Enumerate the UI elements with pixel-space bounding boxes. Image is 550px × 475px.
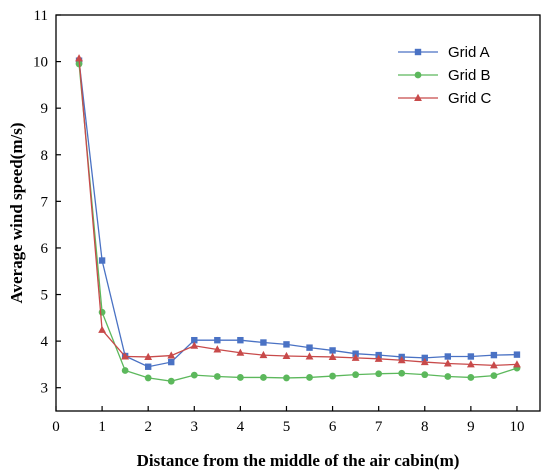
series-layer [75, 54, 521, 385]
data-point [98, 308, 106, 316]
data-point [190, 341, 199, 349]
data-point [490, 361, 498, 369]
x-tick-label: 3 [191, 419, 199, 435]
data-point [121, 352, 130, 360]
legend-marker [414, 48, 422, 56]
data-point [329, 347, 336, 354]
legend: Grid A Grid B Grid C [398, 44, 492, 107]
x-tick-label: 7 [375, 419, 383, 435]
data-point [168, 358, 175, 366]
data-point [144, 363, 152, 370]
data-point [98, 257, 106, 264]
data-point [306, 344, 313, 351]
data-point [398, 369, 406, 377]
data-point [213, 345, 222, 353]
data-point [490, 372, 498, 379]
data-point [144, 352, 153, 360]
data-point [351, 353, 360, 361]
x-tick-label: 4 [237, 419, 245, 435]
y-tick-label: 10 [33, 55, 48, 71]
data-point [236, 348, 245, 356]
data-point [444, 353, 452, 360]
data-point [375, 370, 383, 378]
data-point [260, 339, 267, 346]
data-point [305, 352, 314, 360]
legend-label: Grid C [448, 90, 492, 107]
y-tick-label: 7 [41, 194, 49, 210]
data-point [328, 352, 337, 360]
x-tick-label: 0 [52, 419, 60, 435]
data-point [397, 356, 406, 364]
data-point [306, 374, 313, 381]
series-line [78, 60, 517, 368]
y-tick-label: 11 [34, 8, 48, 24]
x-tick-label: 6 [329, 419, 337, 435]
data-point [466, 360, 475, 368]
series-triangle [75, 54, 521, 369]
data-point [283, 341, 290, 348]
data-point [167, 377, 175, 385]
data-point [329, 372, 336, 380]
series-line [78, 58, 517, 366]
data-point [190, 371, 198, 379]
x-tick-label: 2 [144, 419, 152, 435]
y-tick-label: 6 [41, 241, 49, 257]
y-tick-label: 3 [41, 381, 49, 397]
data-point [214, 336, 221, 344]
data-point [421, 371, 429, 379]
series-line [78, 63, 518, 382]
legend-marker [414, 71, 422, 79]
data-point [282, 351, 291, 360]
x-tick-label: 10 [509, 419, 524, 435]
legend-marker [414, 93, 422, 101]
data-point [213, 373, 221, 380]
data-point [444, 373, 452, 380]
legend-item: Grid C [398, 90, 492, 107]
data-point [167, 351, 176, 359]
data-point [443, 359, 452, 367]
y-tick-label: 5 [41, 288, 49, 304]
data-point [260, 374, 267, 381]
y-tick-label: 9 [41, 101, 49, 117]
x-tick-label: 5 [283, 419, 291, 435]
data-point [98, 325, 106, 333]
data-point [236, 374, 244, 381]
x-axis-label: Distance from the middle of the air cabi… [137, 451, 460, 470]
data-point [490, 351, 498, 359]
data-point [191, 336, 198, 344]
data-point [374, 354, 383, 362]
data-point [352, 371, 360, 379]
x-tick-label: 9 [467, 419, 475, 435]
plot-frame [55, 14, 541, 412]
data-point [75, 54, 83, 62]
data-point [283, 374, 290, 382]
data-point [467, 374, 475, 381]
data-point [513, 351, 521, 358]
legend-item: Grid A [398, 44, 490, 61]
ticks-layer: 0 1 2 3 4 5 6 7 8 9 10 3 4 5 6 7 8 9 10 11 [33, 8, 524, 435]
legend-item: Grid B [398, 67, 491, 84]
y-tick-label: 4 [41, 334, 49, 350]
data-point [420, 357, 429, 366]
x-tick-label: 1 [98, 419, 106, 435]
data-point [259, 350, 268, 359]
data-point [467, 353, 475, 360]
data-point [144, 374, 152, 382]
data-point [513, 360, 521, 368]
data-point [121, 367, 129, 374]
legend-label: Grid B [448, 67, 491, 84]
series-circle [75, 60, 521, 385]
x-tick-label: 8 [421, 419, 429, 435]
y-axis-label: Average wind speed(m/s) [7, 123, 26, 304]
y-tick-label: 8 [41, 148, 49, 164]
data-point [237, 336, 244, 344]
legend-label: Grid A [448, 44, 490, 61]
